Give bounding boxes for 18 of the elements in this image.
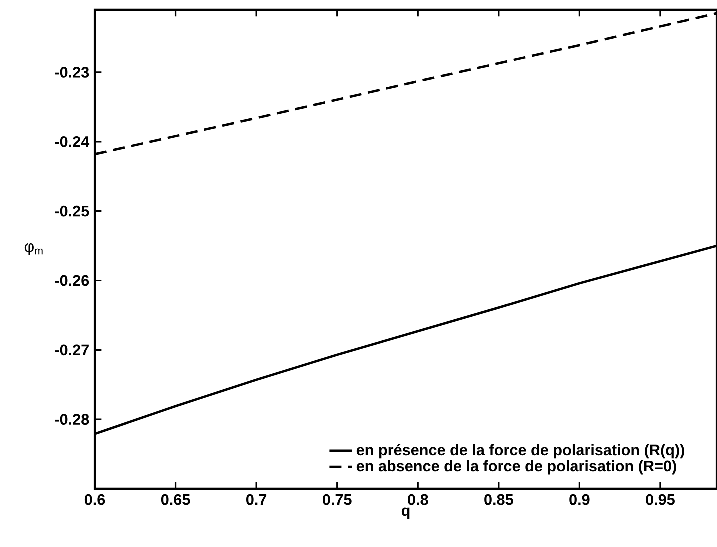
y-tick-label: -0.25 [55, 206, 90, 217]
y-axis-title: φ$_{m}$ [24, 244, 43, 256]
x-axis-title: q [402, 508, 410, 520]
x-tick-label: 0.65 [161, 494, 190, 506]
x-tick-label: 0.7 [246, 494, 267, 506]
x-tick-label: 0.95 [646, 494, 675, 506]
x-tick-label: 0.8 [408, 494, 428, 506]
x-tick-label: 0.75 [323, 494, 352, 506]
legend-label: en présence de la force de polarisation (R(q)) [356, 444, 684, 459]
legend-label: en absence de la force de polarisation (R=0) [356, 460, 676, 475]
y-tick-label: -0.24 [55, 136, 90, 148]
x-tick-label: 0.9 [570, 494, 590, 506]
y-tick-label: -0.27 [55, 344, 89, 356]
x-tick-label: 0.6 [84, 494, 106, 506]
y-tick-label: -0.28 [55, 414, 90, 426]
x-tick-label: 0.85 [484, 494, 514, 506]
y-tick-label: -0.23 [55, 67, 90, 78]
y-tick-label: -0.26 [55, 275, 90, 286]
